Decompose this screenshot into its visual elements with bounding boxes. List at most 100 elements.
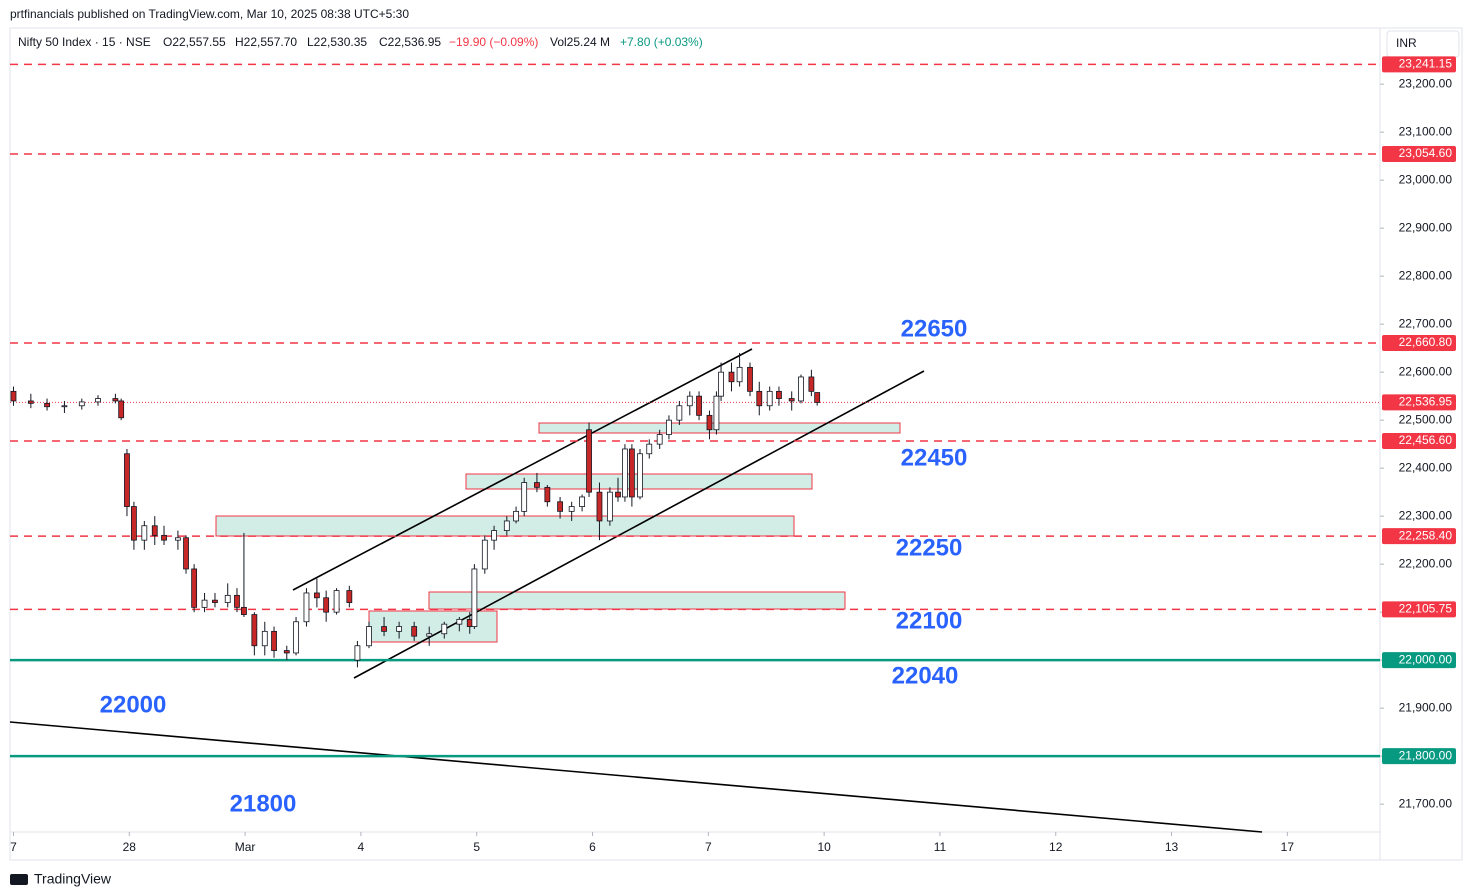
candle-body (396, 626, 403, 632)
price-tag-label: 23,054.60 (1399, 146, 1453, 160)
axes: 21,700.00 21,800.00 21,900.00 22,000.00 22,1… (10, 56, 1456, 854)
price-tag (1382, 394, 1456, 411)
candle-body (628, 448, 635, 498)
candle-body (241, 606, 247, 615)
candle-body (191, 568, 198, 608)
level-annotation: 22100 (896, 607, 963, 634)
candle-body (586, 429, 592, 493)
level-annotation: 21800 (230, 790, 297, 817)
volume-change: +7.80 (+0.03%) (620, 35, 703, 49)
candle-body (766, 390, 773, 407)
candle-body (426, 633, 433, 637)
candle-body (44, 402, 50, 408)
candle-body (141, 525, 148, 541)
ohlc-item: O22,557.55 (163, 35, 226, 49)
candle-body (271, 630, 277, 651)
candle-body (212, 599, 218, 603)
candle-body (544, 486, 551, 503)
price-tag (1382, 748, 1456, 765)
level-annotation: 22040 (892, 662, 959, 689)
level-annotation: 22000 (100, 691, 167, 718)
candle-body (534, 482, 540, 488)
candle-body (706, 414, 713, 431)
candle-body (441, 623, 448, 635)
candle-body (234, 594, 240, 608)
x-tick-label: 11 (934, 840, 947, 854)
x-tick-label: Mar (235, 840, 256, 854)
candle-body (615, 491, 621, 498)
candle-body (579, 496, 585, 507)
candle-body (637, 453, 643, 498)
y-tick-label: 23,100.00 (1399, 124, 1453, 138)
candle-body (646, 443, 653, 455)
y-tick-label: 21,700.00 (1399, 796, 1453, 810)
candle-body (456, 618, 463, 625)
price-tag (1382, 56, 1456, 73)
price-tag-label: 23,241.15 (1399, 57, 1453, 71)
candle-body (788, 398, 795, 402)
candle-body (798, 376, 804, 402)
candle-body (808, 376, 815, 392)
y-tick-label: 22,400.00 (1399, 460, 1453, 474)
level-annotation: 22450 (901, 444, 968, 471)
candle-body (622, 448, 628, 498)
x-tick-label: 10 (817, 840, 831, 854)
candle-body (713, 395, 720, 431)
x-tick-label: 12 (1049, 840, 1063, 854)
levels (10, 63, 1380, 758)
candle-body (481, 539, 488, 570)
candle-body (491, 530, 497, 541)
candle-body (676, 405, 683, 421)
candle-body (261, 630, 268, 647)
y-tick-label: 22,800.00 (1399, 268, 1453, 282)
candle-body (161, 534, 167, 541)
ohlc-item: H22,557.70 (235, 35, 297, 49)
candle-body (776, 390, 782, 399)
candle-body (747, 366, 753, 392)
trend-line (9, 721, 1263, 833)
y-tick-label: 22,300.00 (1399, 508, 1453, 522)
brand-logo (10, 874, 28, 885)
x-tick-label: 17 (1281, 840, 1295, 854)
x-tick-label: 6 (589, 840, 596, 854)
volume: Vol25.24 M (550, 35, 610, 49)
published-note: prtfinancials published on TradingView.c… (10, 7, 409, 21)
price-tag-label: 22,000.00 (1399, 652, 1453, 666)
price-tag (1382, 652, 1456, 669)
candle-body (124, 453, 130, 507)
price-tag (1382, 528, 1456, 545)
candle-body (656, 434, 663, 445)
candle-body (313, 592, 320, 599)
candle-body (224, 594, 231, 603)
candle-body (503, 520, 510, 531)
ohlc-item: C22,536.95 (379, 35, 441, 49)
candle-body (728, 371, 735, 383)
candle-body (568, 506, 575, 512)
candle-body (366, 626, 372, 647)
candle-body (696, 395, 702, 416)
trend-line (292, 348, 753, 591)
symbol: Nifty 50 Index · 15 · NSE (18, 35, 151, 49)
level-annotation: 22250 (896, 534, 963, 561)
candle-body (175, 537, 181, 541)
x-tick-label: 28 (123, 840, 137, 854)
level-annotation: 22650 (901, 315, 968, 342)
candle-body (283, 650, 290, 654)
candle-body (78, 401, 85, 407)
candle-body (381, 626, 387, 632)
y-tick-label: 23,200.00 (1399, 76, 1453, 90)
candle-body (27, 400, 34, 404)
candle-body (201, 599, 208, 608)
price-tag (1382, 601, 1456, 618)
candle-body (151, 525, 158, 536)
y-tick-label: 22,600.00 (1399, 364, 1453, 378)
candle-body (718, 371, 724, 397)
trend-lines (9, 348, 1263, 833)
price-tag (1382, 432, 1456, 449)
zone (428, 591, 846, 610)
price-tag-label: 22,456.60 (1399, 433, 1453, 447)
candle-body (10, 390, 17, 402)
currency[interactable]: INR (1396, 36, 1417, 50)
